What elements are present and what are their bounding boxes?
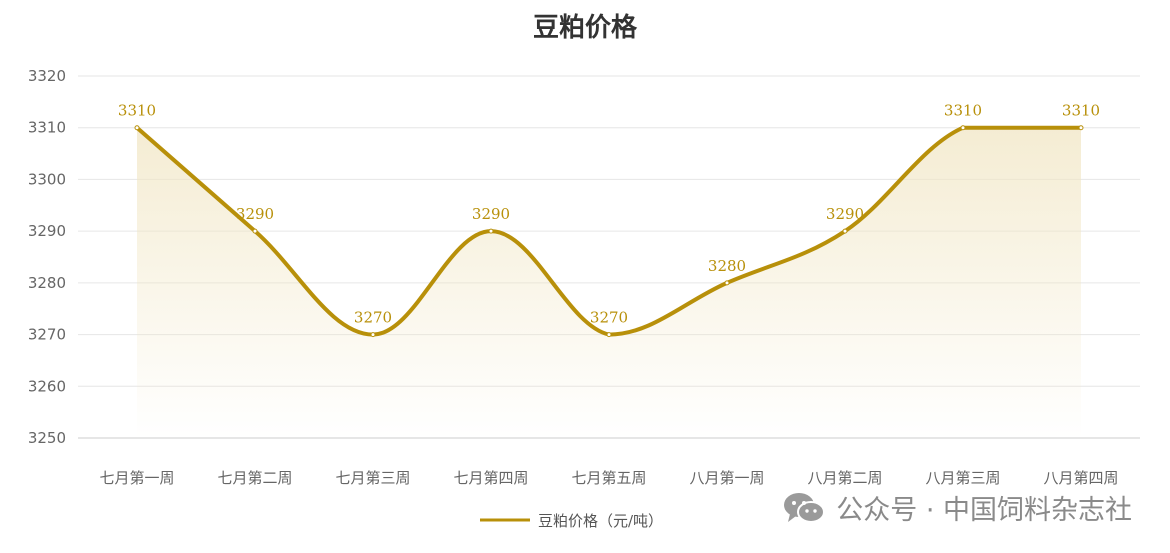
data-point[interactable]	[960, 125, 966, 131]
x-tick-label: 七月第一周	[99, 469, 174, 487]
data-label: 3310	[944, 102, 982, 120]
y-tick-label: 3300	[28, 170, 66, 188]
data-label: 3280	[708, 257, 746, 275]
y-tick-label: 3320	[28, 67, 66, 85]
data-label: 3270	[354, 309, 392, 327]
data-point[interactable]	[488, 228, 494, 234]
y-tick-label: 3270	[28, 326, 66, 344]
data-label: 3290	[236, 205, 274, 223]
series-line	[135, 125, 1083, 337]
data-point[interactable]	[1078, 125, 1084, 131]
watermark: 公众号 · 中国饲料杂志社	[782, 488, 1132, 527]
y-tick-label: 3310	[28, 119, 66, 137]
y-tick-label: 3260	[28, 377, 66, 395]
x-tick-label: 七月第三周	[335, 469, 410, 487]
label-layer: 3310 3290 3270 3290 3270 3280 3290 3310 3310	[118, 102, 1100, 327]
x-tick-label: 八月第一周	[689, 469, 764, 487]
y-tick-label: 3290	[28, 222, 66, 240]
data-label: 3290	[472, 205, 510, 223]
data-point[interactable]	[842, 228, 848, 234]
x-tick-label: 七月第四周	[453, 469, 528, 487]
legend[interactable]: 豆粕价格（元/吨）	[480, 512, 663, 530]
data-point[interactable]	[134, 125, 140, 131]
x-tick-label: 八月第二周	[807, 469, 882, 487]
y-tick-label: 3280	[28, 274, 66, 292]
chart-title: 豆粕价格	[533, 12, 638, 43]
legend-label: 豆粕价格（元/吨）	[538, 512, 663, 530]
axis-layer: 3250 3260 3270 3280 3290 3300 3310 3320 七月第一周 七月第…	[28, 67, 1119, 487]
line-layer	[134, 125, 1084, 338]
data-label: 3270	[590, 309, 628, 327]
x-tick-label: 八月第三周	[925, 469, 1000, 487]
wechat-icon	[784, 492, 826, 523]
x-tick-label: 七月第五周	[571, 469, 646, 487]
series-area	[137, 127, 1081, 438]
data-point[interactable]	[370, 332, 376, 338]
x-tick-label: 八月第四周	[1043, 469, 1118, 487]
x-tick-label: 七月第二周	[217, 469, 292, 487]
y-tick-label: 3250	[28, 429, 66, 447]
data-point[interactable]	[252, 228, 258, 234]
data-point[interactable]	[724, 280, 730, 286]
data-label: 3290	[826, 205, 864, 223]
data-point[interactable]	[606, 332, 612, 338]
data-label: 3310	[1062, 102, 1100, 120]
data-label: 3310	[118, 102, 156, 120]
watermark-text: 公众号 · 中国饲料杂志社	[836, 495, 1132, 526]
area-layer	[137, 127, 1081, 438]
